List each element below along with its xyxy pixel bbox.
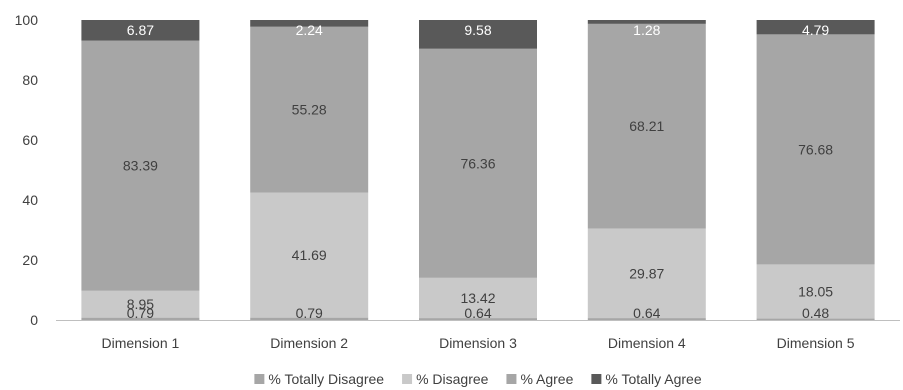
legend-swatch bbox=[402, 374, 413, 384]
data-label: 83.39 bbox=[123, 158, 158, 174]
data-label: 18.05 bbox=[798, 283, 833, 299]
data-label: 6.87 bbox=[127, 22, 154, 38]
legend-swatch bbox=[591, 374, 602, 384]
x-tick-label: Dimension 1 bbox=[101, 335, 179, 351]
x-tick-label: Dimension 5 bbox=[777, 335, 855, 351]
bar-segment bbox=[587, 23, 706, 229]
bar-segment bbox=[756, 264, 875, 319]
bar-segment bbox=[81, 20, 200, 41]
data-label: 8.95 bbox=[127, 296, 154, 312]
legend-label: % Totally Disagree bbox=[268, 371, 384, 387]
data-label: 4.79 bbox=[802, 22, 829, 38]
x-tick-label: Dimension 3 bbox=[439, 335, 517, 351]
y-tick-label: 100 bbox=[15, 12, 39, 28]
bar-segment bbox=[81, 290, 200, 318]
bars-group bbox=[81, 20, 875, 320]
legend-label: % Disagree bbox=[416, 371, 489, 387]
bar-segment bbox=[419, 20, 537, 49]
data-label: 29.87 bbox=[629, 265, 664, 281]
legend: % Totally Disagree % Disagree % Agree % Tot… bbox=[254, 371, 702, 387]
data-label: 2.24 bbox=[296, 22, 323, 38]
y-tick-label: 20 bbox=[22, 252, 38, 268]
legend-label: % Totally Agree bbox=[605, 371, 701, 387]
bar-segment bbox=[250, 192, 369, 318]
data-label: 0.64 bbox=[633, 305, 660, 321]
data-label: 76.68 bbox=[798, 141, 833, 157]
legend-label: % Agree bbox=[520, 371, 573, 387]
data-label: 68.21 bbox=[629, 118, 664, 134]
bar-segment bbox=[250, 26, 369, 193]
bar-segment bbox=[587, 228, 706, 319]
bar-segment bbox=[587, 20, 706, 24]
legend-swatch bbox=[506, 374, 517, 384]
data-label: 0.48 bbox=[802, 305, 829, 321]
data-label: 0.79 bbox=[127, 305, 154, 321]
bar-segment bbox=[419, 48, 537, 278]
bar-segment bbox=[756, 20, 875, 35]
bar-segment bbox=[250, 20, 369, 27]
y-tick-label: 40 bbox=[22, 192, 38, 208]
data-label: 55.28 bbox=[292, 102, 327, 118]
axis-group: 0 20 40 60 80 100 Dimension 1 Dimension 2 Dimens… bbox=[15, 12, 900, 351]
bar-segment bbox=[250, 317, 369, 320]
bar-segment bbox=[419, 277, 537, 319]
x-tick-label: Dimension 2 bbox=[270, 335, 348, 351]
data-label: 0.79 bbox=[296, 305, 323, 321]
y-tick-label: 0 bbox=[30, 312, 38, 328]
data-label: 9.58 bbox=[464, 22, 491, 38]
data-label: 13.42 bbox=[460, 290, 495, 306]
bar-segment bbox=[81, 40, 200, 291]
bar-segment bbox=[419, 318, 537, 320]
data-label: 41.69 bbox=[292, 247, 327, 263]
bar-segment bbox=[756, 34, 875, 265]
data-labels-group: 0.798.9583.396.870.7941.6955.282.240.641… bbox=[123, 22, 833, 321]
bar-segment bbox=[81, 317, 200, 320]
data-label: 76.36 bbox=[460, 155, 495, 171]
legend-swatch bbox=[254, 374, 265, 384]
y-tick-label: 80 bbox=[22, 72, 38, 88]
data-label: 0.64 bbox=[464, 305, 491, 321]
y-tick-label: 60 bbox=[22, 132, 38, 148]
bar-segment bbox=[587, 318, 706, 320]
data-label: 1.28 bbox=[633, 22, 660, 38]
bar-segment bbox=[756, 318, 875, 320]
x-tick-label: Dimension 4 bbox=[608, 335, 686, 351]
